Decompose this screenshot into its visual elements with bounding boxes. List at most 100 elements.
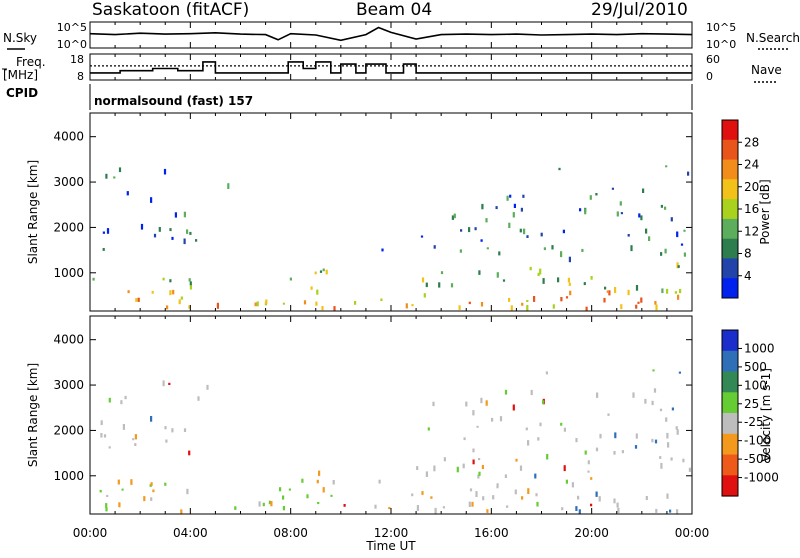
range-cell xyxy=(388,507,391,510)
xtick-label: 20:00 xyxy=(574,526,609,540)
range-cell xyxy=(105,173,108,179)
range-cell xyxy=(583,282,586,286)
range-cell xyxy=(577,495,580,500)
colorbar-tick-label: 20 xyxy=(744,180,759,194)
range-cell xyxy=(620,212,623,215)
range-cell xyxy=(256,301,259,307)
range-cell xyxy=(183,211,186,218)
range-cell xyxy=(459,249,462,253)
range-cell xyxy=(169,290,172,296)
range-cell xyxy=(655,508,658,513)
range-cell xyxy=(303,300,307,305)
xtick-label: 00:00 xyxy=(73,526,108,540)
range-cell xyxy=(677,294,680,300)
range-cell xyxy=(472,459,475,465)
range-cell xyxy=(635,433,638,439)
range-cell xyxy=(674,291,677,294)
range-cell xyxy=(521,496,524,500)
range-cell xyxy=(563,427,566,432)
colorbar-swatch xyxy=(722,392,738,414)
range-cell xyxy=(560,422,563,426)
range-cell xyxy=(105,503,108,508)
colorbar-tick-label: 8 xyxy=(744,247,752,261)
range-cell xyxy=(458,305,461,310)
range-cell xyxy=(134,443,137,446)
range-cell xyxy=(557,277,560,283)
range-cell xyxy=(655,304,658,311)
range-cell xyxy=(153,233,157,238)
range-cell xyxy=(478,471,481,476)
range-cell xyxy=(654,301,657,305)
range-cell xyxy=(150,416,153,422)
range-cell xyxy=(472,410,475,416)
range-cell xyxy=(380,298,383,301)
range-cell xyxy=(562,229,565,234)
range-cell xyxy=(539,268,542,275)
range-cell xyxy=(150,482,153,486)
range-cell xyxy=(670,457,673,461)
range-cell xyxy=(498,251,501,256)
range-cell xyxy=(552,304,555,309)
colorbar-swatch xyxy=(722,238,738,259)
range-cell xyxy=(611,187,614,190)
range-cell xyxy=(614,432,617,439)
range-cell xyxy=(496,272,499,278)
colorbar-tick-label: 28 xyxy=(744,135,759,149)
range-cell xyxy=(330,494,333,497)
range-cell xyxy=(540,232,543,237)
freq-ytick-top: 18 xyxy=(70,53,84,66)
range-cell xyxy=(180,296,183,300)
range-cell xyxy=(463,437,466,441)
range-cell xyxy=(506,505,509,508)
range-cell xyxy=(151,290,154,294)
range-cell xyxy=(640,215,643,221)
range-cell xyxy=(495,206,498,210)
range-cell xyxy=(659,408,663,412)
range-cell xyxy=(575,438,578,443)
range-cell xyxy=(374,504,377,509)
range-cell xyxy=(108,397,111,403)
range-cell xyxy=(608,290,611,296)
range-cell xyxy=(268,500,271,505)
velocity-colorbar: 1000 500 100 25 -25 -100 -500 -1000 xyxy=(721,329,779,497)
range-cell xyxy=(150,197,153,203)
range-cell xyxy=(471,501,474,507)
range-cell xyxy=(206,384,209,390)
range-cell xyxy=(502,279,506,282)
range-cell xyxy=(652,369,655,372)
range-cell xyxy=(460,229,463,232)
colorbar-swatch xyxy=(722,454,738,476)
range-cell xyxy=(486,509,489,513)
ytick-label: 1000 xyxy=(53,266,84,280)
range-cell xyxy=(480,239,483,242)
range-cell xyxy=(682,458,685,463)
range-cell xyxy=(405,303,408,309)
range-cell xyxy=(504,474,507,478)
range-cell xyxy=(137,297,140,302)
range-cell xyxy=(530,389,533,396)
range-cell xyxy=(316,479,319,484)
range-cell xyxy=(667,442,670,448)
range-cell xyxy=(164,482,167,486)
power-colorbar: 4 8 12 16 20 24 28 xyxy=(721,119,759,299)
noise-ytick-bottom: 10^0 xyxy=(57,38,87,51)
range-cell xyxy=(127,290,130,294)
range-cell xyxy=(262,502,265,507)
range-cell xyxy=(183,238,186,245)
range-cell xyxy=(635,285,639,291)
range-cell xyxy=(416,505,419,511)
range-cell xyxy=(585,306,588,312)
range-cell xyxy=(670,217,673,222)
range-cell xyxy=(100,433,103,438)
range-cell xyxy=(575,506,578,511)
range-cell xyxy=(318,470,321,476)
range-cell xyxy=(542,278,545,284)
range-cell xyxy=(189,231,192,235)
noise-trace xyxy=(89,26,693,42)
range-cell xyxy=(525,427,528,431)
range-cell xyxy=(508,297,511,302)
range-cell xyxy=(653,388,657,393)
range-cell xyxy=(537,437,540,441)
range-cell xyxy=(589,195,592,200)
range-cell xyxy=(492,495,495,500)
